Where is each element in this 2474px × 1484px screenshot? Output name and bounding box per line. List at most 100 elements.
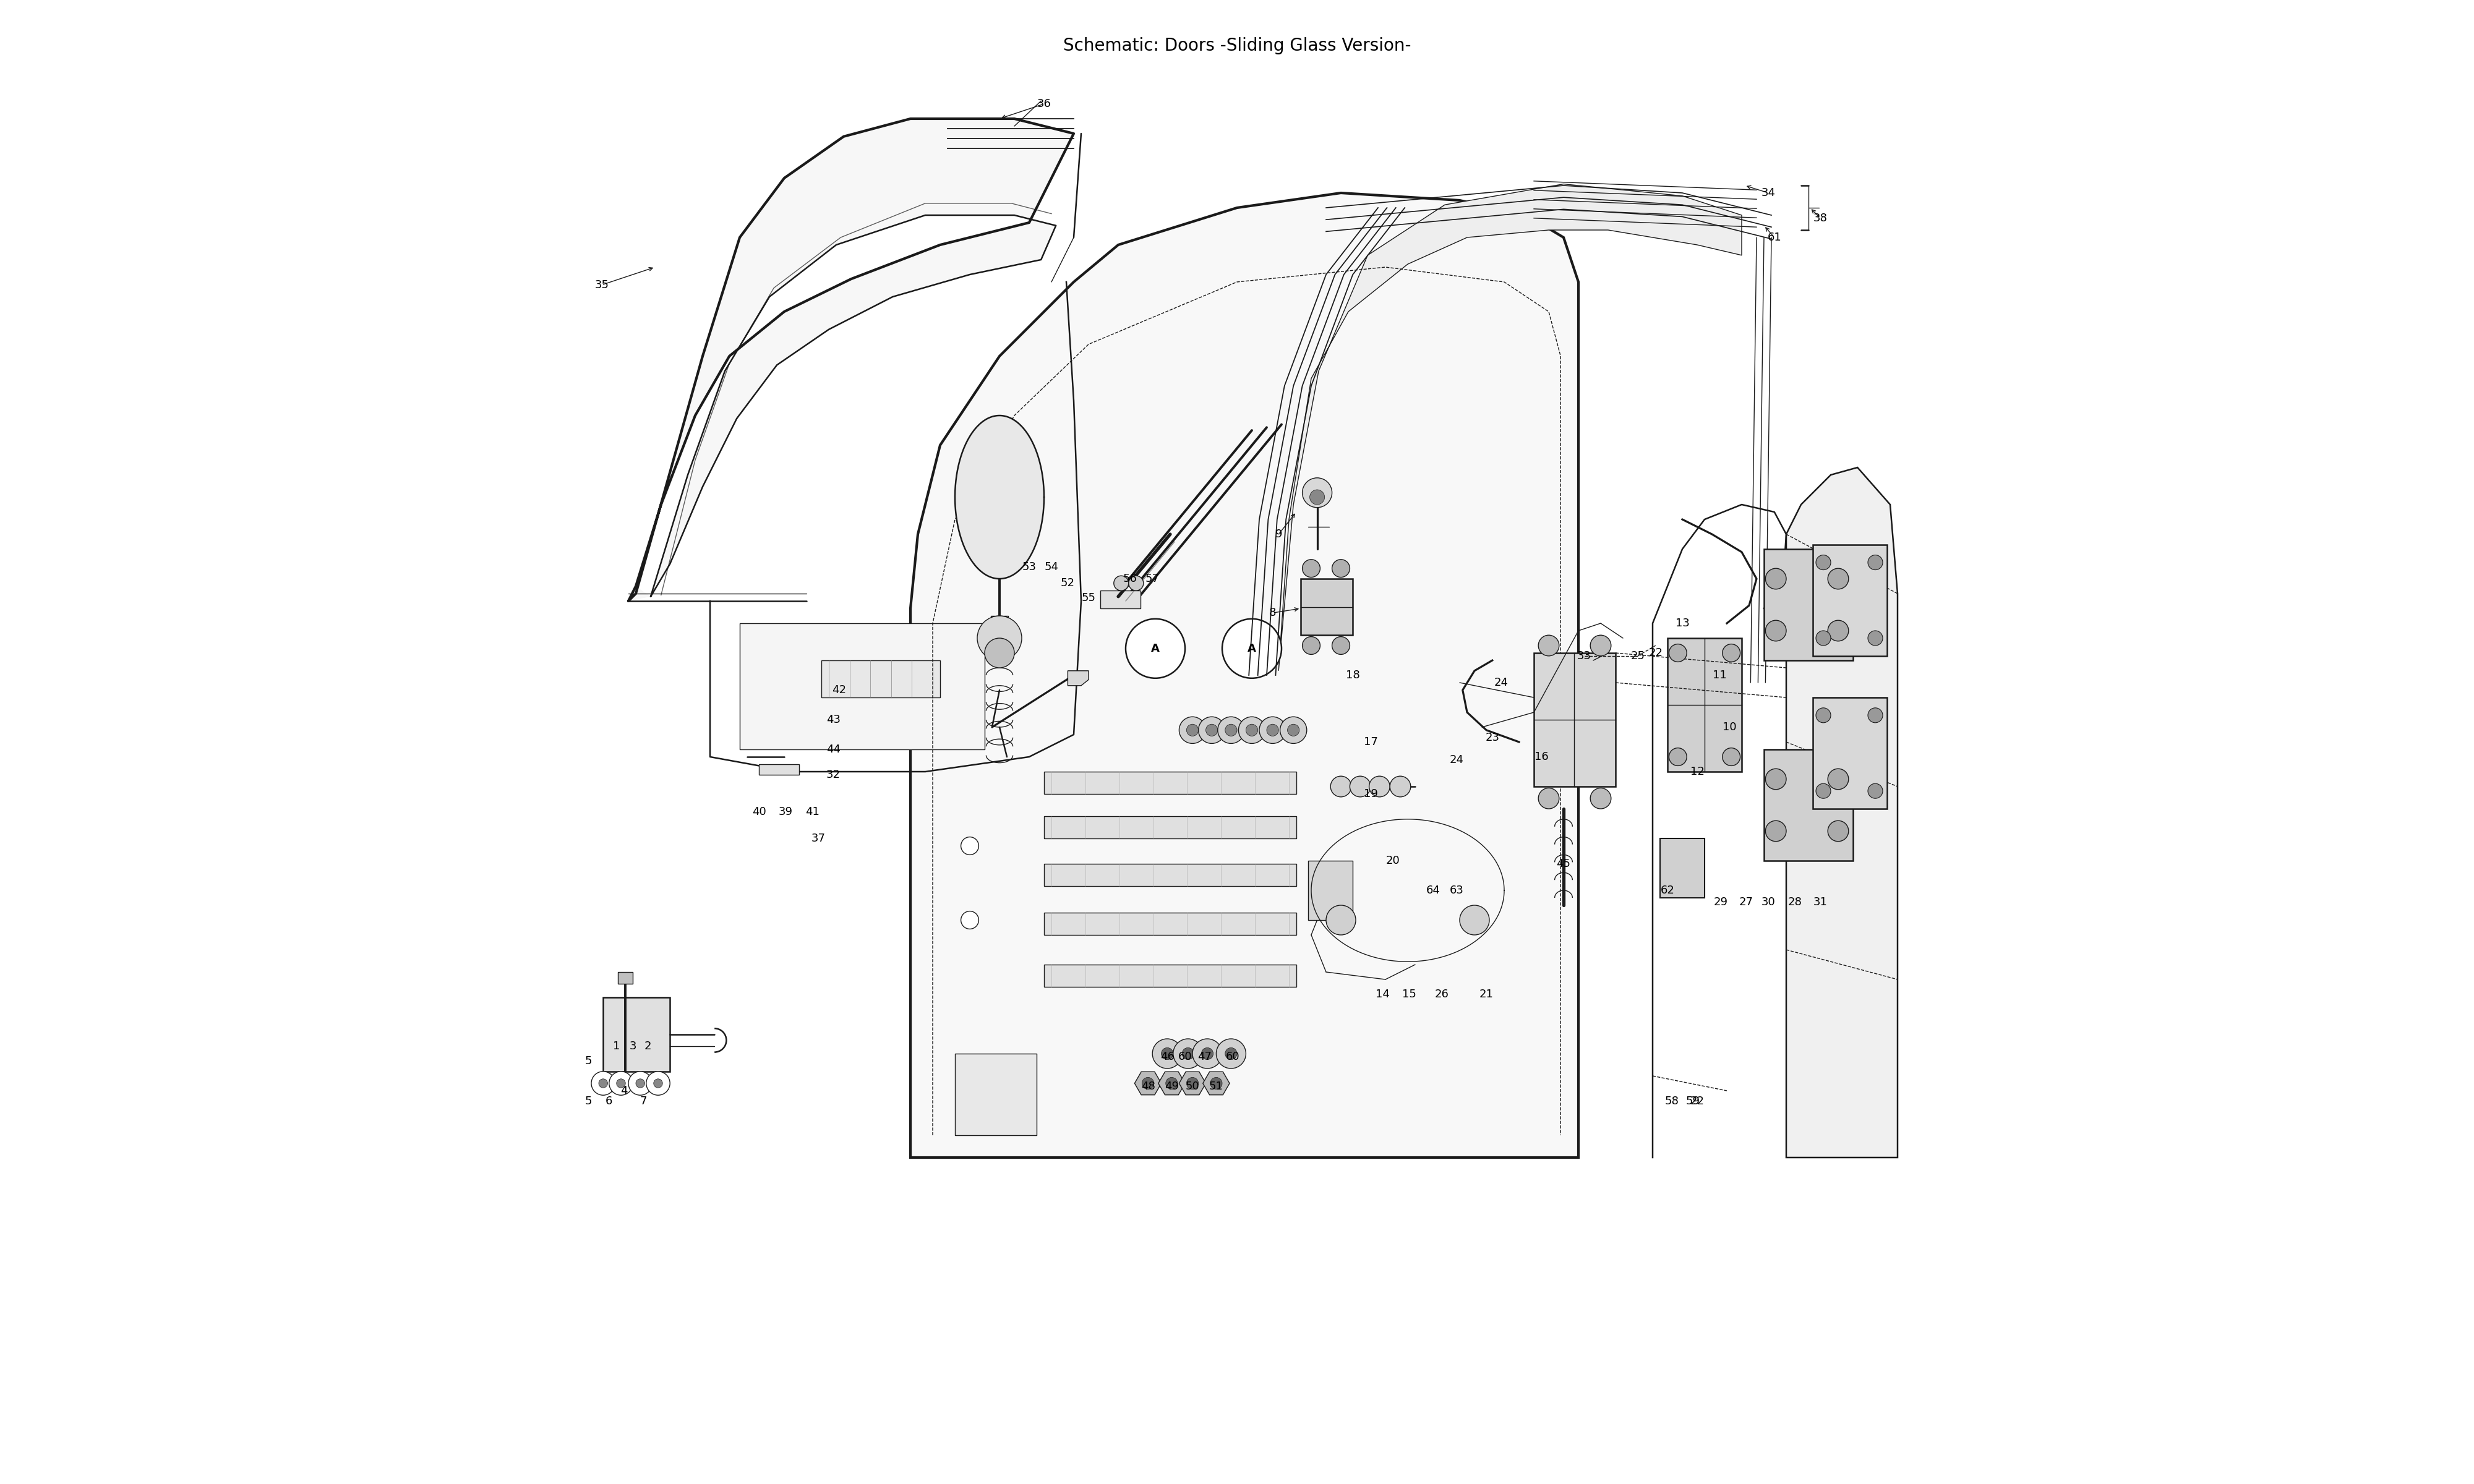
Text: A: A (1150, 643, 1160, 654)
Circle shape (1301, 559, 1321, 577)
Circle shape (1868, 784, 1883, 798)
Text: 26: 26 (1435, 988, 1450, 1000)
Circle shape (1591, 635, 1611, 656)
Circle shape (1868, 631, 1883, 646)
Polygon shape (628, 119, 1074, 601)
Polygon shape (1202, 1071, 1230, 1095)
Circle shape (628, 1071, 653, 1095)
Text: 46: 46 (1160, 1051, 1175, 1063)
Text: 48: 48 (1141, 1080, 1155, 1092)
Text: 38: 38 (1813, 212, 1828, 224)
Polygon shape (1069, 671, 1089, 686)
Circle shape (1816, 708, 1831, 723)
Polygon shape (1301, 579, 1353, 635)
Text: 4: 4 (621, 1085, 628, 1097)
Polygon shape (910, 193, 1578, 1158)
Circle shape (1828, 568, 1848, 589)
Circle shape (1210, 1077, 1222, 1089)
Polygon shape (1764, 549, 1853, 660)
Circle shape (1816, 784, 1831, 798)
Polygon shape (955, 416, 1044, 579)
Circle shape (1722, 748, 1739, 766)
Polygon shape (1309, 861, 1353, 920)
Circle shape (1183, 1048, 1195, 1060)
Text: 3: 3 (628, 1040, 636, 1052)
Polygon shape (1044, 864, 1296, 886)
Circle shape (1180, 717, 1205, 743)
Circle shape (1222, 619, 1282, 678)
Text: 41: 41 (807, 806, 819, 818)
Circle shape (1539, 788, 1559, 809)
Text: 14: 14 (1376, 988, 1390, 1000)
Text: 17: 17 (1363, 736, 1378, 748)
Circle shape (1326, 905, 1356, 935)
Polygon shape (760, 764, 799, 775)
Circle shape (960, 911, 980, 929)
Polygon shape (821, 660, 940, 697)
Circle shape (636, 1079, 646, 1088)
Circle shape (1331, 637, 1351, 654)
Polygon shape (1136, 1071, 1160, 1095)
Polygon shape (1180, 1071, 1205, 1095)
Text: 40: 40 (752, 806, 767, 818)
Text: 37: 37 (811, 833, 826, 844)
Circle shape (1173, 1039, 1202, 1068)
Circle shape (1766, 821, 1786, 841)
Polygon shape (740, 623, 985, 749)
Text: 45: 45 (1556, 858, 1571, 870)
Text: 30: 30 (1761, 896, 1776, 908)
Text: 33: 33 (1578, 650, 1591, 662)
Text: 63: 63 (1450, 884, 1465, 896)
Text: 15: 15 (1403, 988, 1415, 1000)
Circle shape (960, 837, 980, 855)
Polygon shape (604, 997, 670, 1071)
Circle shape (1868, 708, 1883, 723)
Circle shape (1301, 478, 1331, 508)
Polygon shape (1534, 653, 1616, 787)
Text: 61: 61 (1766, 232, 1781, 243)
Text: 10: 10 (1722, 721, 1737, 733)
Circle shape (1126, 619, 1185, 678)
Circle shape (1868, 555, 1883, 570)
Circle shape (1153, 1039, 1183, 1068)
Circle shape (1591, 788, 1611, 809)
Circle shape (653, 1079, 663, 1088)
Text: 50: 50 (1185, 1080, 1200, 1092)
Text: 49: 49 (1165, 1080, 1178, 1092)
Circle shape (646, 1071, 670, 1095)
Text: 11: 11 (1712, 669, 1727, 681)
Polygon shape (1044, 816, 1296, 838)
Text: 55: 55 (1081, 592, 1096, 604)
Circle shape (1331, 776, 1351, 797)
Polygon shape (1764, 749, 1853, 861)
Circle shape (1670, 644, 1687, 662)
Polygon shape (1279, 184, 1742, 671)
Text: 19: 19 (1363, 788, 1378, 800)
Text: 62: 62 (1660, 884, 1675, 896)
Circle shape (1128, 576, 1143, 591)
Text: 32: 32 (826, 769, 841, 781)
Circle shape (1217, 1039, 1247, 1068)
Circle shape (1351, 776, 1371, 797)
Text: 42: 42 (831, 684, 846, 696)
Polygon shape (1660, 838, 1705, 898)
Circle shape (1188, 1077, 1197, 1089)
Polygon shape (1044, 913, 1296, 935)
Circle shape (1192, 1039, 1222, 1068)
Circle shape (1331, 559, 1351, 577)
Text: 28: 28 (1789, 896, 1801, 908)
Text: 12: 12 (1690, 766, 1705, 778)
Text: A: A (1247, 643, 1257, 654)
Text: 13: 13 (1675, 617, 1690, 629)
Text: 9: 9 (1274, 528, 1282, 540)
Text: 6: 6 (606, 1095, 614, 1107)
Text: 39: 39 (779, 806, 792, 818)
Polygon shape (1101, 591, 1141, 608)
Circle shape (1828, 821, 1848, 841)
Text: 8: 8 (1269, 607, 1277, 619)
Text: 59: 59 (1685, 1095, 1700, 1107)
Text: 60: 60 (1178, 1051, 1192, 1063)
Circle shape (591, 1071, 616, 1095)
Text: 1: 1 (614, 1040, 621, 1052)
Circle shape (1828, 620, 1848, 641)
